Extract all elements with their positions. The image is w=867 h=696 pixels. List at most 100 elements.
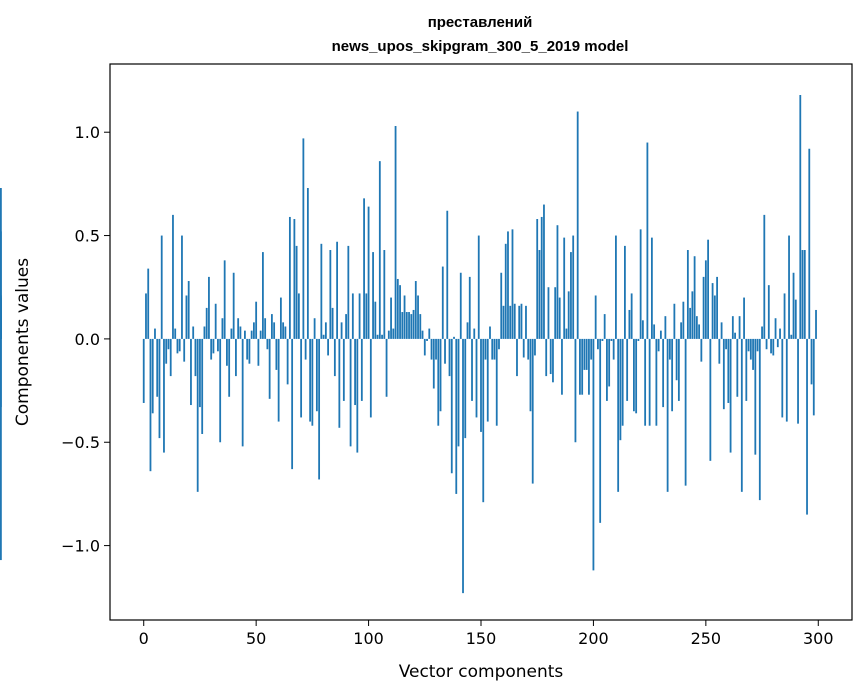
- bar: [489, 326, 491, 339]
- bar: [311, 338, 314, 426]
- bar: [187, 281, 190, 339]
- bar: [226, 338, 228, 366]
- bar: [579, 338, 581, 395]
- bar: [266, 338, 269, 350]
- y-axis-ticks: −1.0 −0.5 0.0 0.5 1.0: [61, 123, 110, 556]
- bar: [599, 338, 602, 523]
- bar: [725, 338, 727, 350]
- y-tick-label: 0.0: [75, 330, 100, 349]
- bar: [684, 338, 687, 486]
- x-tick-label: 50: [246, 629, 266, 648]
- bar: [392, 328, 395, 339]
- bar: [327, 338, 329, 356]
- bar: [313, 318, 316, 339]
- bar: [455, 338, 458, 494]
- bar: [0, 188, 2, 339]
- x-axis-label: Vector components: [399, 662, 564, 682]
- bar: [590, 338, 593, 360]
- y-tick-label: −0.5: [61, 433, 100, 452]
- bar: [192, 326, 195, 339]
- bar: [273, 322, 276, 339]
- bar: [203, 326, 206, 339]
- bar: [219, 338, 222, 443]
- bar: [601, 338, 604, 341]
- bar: [785, 338, 788, 422]
- bar: [552, 338, 554, 383]
- bar: [181, 235, 183, 339]
- bar: [230, 328, 233, 339]
- bar: [383, 250, 386, 339]
- bar: [149, 338, 152, 472]
- bar: [671, 338, 674, 412]
- bar: [401, 312, 404, 339]
- bar: [385, 338, 388, 397]
- bar: [387, 330, 390, 339]
- bar: [378, 161, 381, 339]
- bar: [493, 338, 496, 360]
- bar: [722, 338, 725, 410]
- bar: [702, 276, 705, 339]
- bar: [729, 338, 732, 453]
- bar: [516, 338, 518, 377]
- bar: [792, 272, 795, 339]
- bar: [761, 326, 763, 339]
- bar: [342, 338, 345, 401]
- bar: [324, 322, 327, 339]
- bar: [653, 324, 656, 339]
- bar: [336, 241, 338, 339]
- bar: [498, 338, 500, 350]
- bar: [646, 142, 649, 339]
- bar: [475, 338, 478, 418]
- bar: [610, 338, 613, 341]
- bar: [145, 293, 147, 339]
- bar: [374, 301, 377, 339]
- bar: [358, 293, 361, 339]
- bar: [253, 322, 255, 339]
- bar: [752, 338, 754, 370]
- bar: [210, 338, 213, 360]
- bar: [626, 338, 629, 401]
- bar: [619, 338, 622, 441]
- bar: [543, 204, 545, 339]
- bar: [567, 291, 570, 339]
- bar: [673, 303, 676, 339]
- bar: [259, 330, 262, 339]
- bar: [394, 126, 397, 339]
- bar: [680, 322, 683, 339]
- bar: [390, 297, 392, 339]
- bar: [277, 338, 280, 422]
- bar: [190, 338, 192, 406]
- bar: [194, 338, 197, 377]
- bar: [147, 268, 150, 339]
- bar: [536, 219, 539, 339]
- bar: [583, 338, 586, 370]
- bar: [349, 338, 352, 447]
- bar: [743, 297, 745, 339]
- bar: [776, 338, 779, 348]
- bar: [648, 338, 651, 426]
- bar: [691, 291, 694, 339]
- bar: [462, 338, 464, 594]
- bar: [711, 283, 714, 339]
- bar: [365, 293, 368, 339]
- bar: [255, 301, 258, 339]
- bar: [208, 276, 210, 339]
- bar: [212, 338, 215, 354]
- x-tick-label: 0: [139, 629, 149, 648]
- bar: [774, 318, 777, 339]
- bar: [417, 295, 419, 339]
- bar: [471, 338, 473, 401]
- bar: [468, 276, 471, 339]
- bar: [376, 334, 379, 339]
- bar: [689, 307, 692, 339]
- y-tick-label: 0.5: [75, 227, 100, 246]
- bar: [432, 338, 435, 389]
- bar: [502, 305, 505, 339]
- bar: [588, 338, 590, 395]
- bar: [716, 276, 718, 339]
- bar: [615, 235, 617, 339]
- bar: [727, 338, 730, 403]
- bar: [408, 312, 410, 339]
- x-tick-label: 300: [803, 629, 834, 648]
- bar: [695, 316, 698, 339]
